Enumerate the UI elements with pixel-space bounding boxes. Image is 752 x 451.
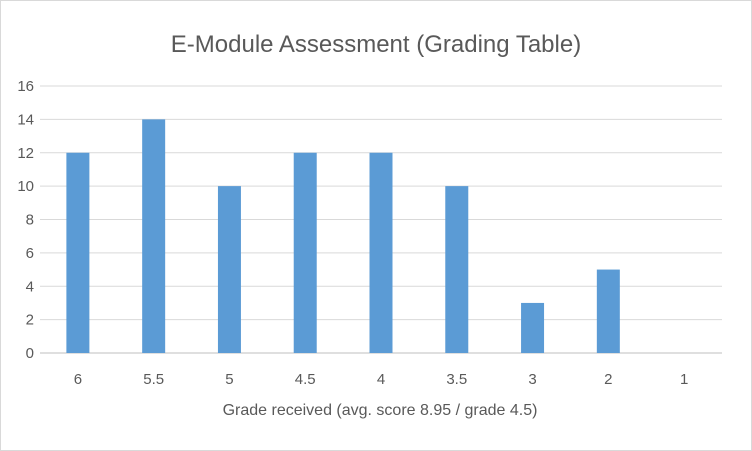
bar-2 bbox=[596, 269, 620, 353]
y-tick-label: 12 bbox=[17, 145, 34, 162]
x-axis-ticks: 6 5.5 5 4.5 4 3.5 3 2 1 bbox=[74, 371, 689, 388]
y-tick-label: 0 bbox=[26, 345, 34, 362]
y-tick-label: 6 bbox=[26, 245, 34, 262]
y-tick-label: 14 bbox=[17, 111, 34, 128]
bar-4 bbox=[369, 152, 393, 353]
bar-5.5 bbox=[142, 119, 166, 353]
x-tick-label: 3.5 bbox=[446, 371, 467, 388]
bar-3 bbox=[521, 302, 545, 353]
y-tick-label: 2 bbox=[26, 312, 34, 329]
x-tick-label: 4 bbox=[377, 371, 385, 388]
y-tick-label: 8 bbox=[26, 212, 34, 229]
y-tick-label: 4 bbox=[26, 278, 34, 295]
bar-3.5 bbox=[445, 186, 469, 353]
x-tick-label: 2 bbox=[604, 371, 612, 388]
x-tick-label: 1 bbox=[680, 371, 688, 388]
chart-title: E-Module Assessment (Grading Table) bbox=[171, 31, 581, 58]
y-tick-label: 16 bbox=[17, 78, 34, 95]
x-tick-label: 6 bbox=[74, 371, 82, 388]
bar-4.5 bbox=[293, 152, 317, 353]
x-tick-label: 5 bbox=[225, 371, 233, 388]
x-tick-label: 4.5 bbox=[295, 371, 316, 388]
y-axis-ticks: 0 2 4 6 8 10 12 14 16 bbox=[17, 78, 34, 362]
bar-6 bbox=[66, 152, 90, 353]
x-tick-label: 3 bbox=[528, 371, 536, 388]
x-axis-title: Grade received (avg. score 8.95 / grade … bbox=[223, 402, 538, 419]
bars bbox=[66, 119, 620, 353]
y-tick-label: 10 bbox=[17, 178, 34, 195]
x-tick-label: 5.5 bbox=[143, 371, 164, 388]
bar-5 bbox=[217, 186, 241, 353]
